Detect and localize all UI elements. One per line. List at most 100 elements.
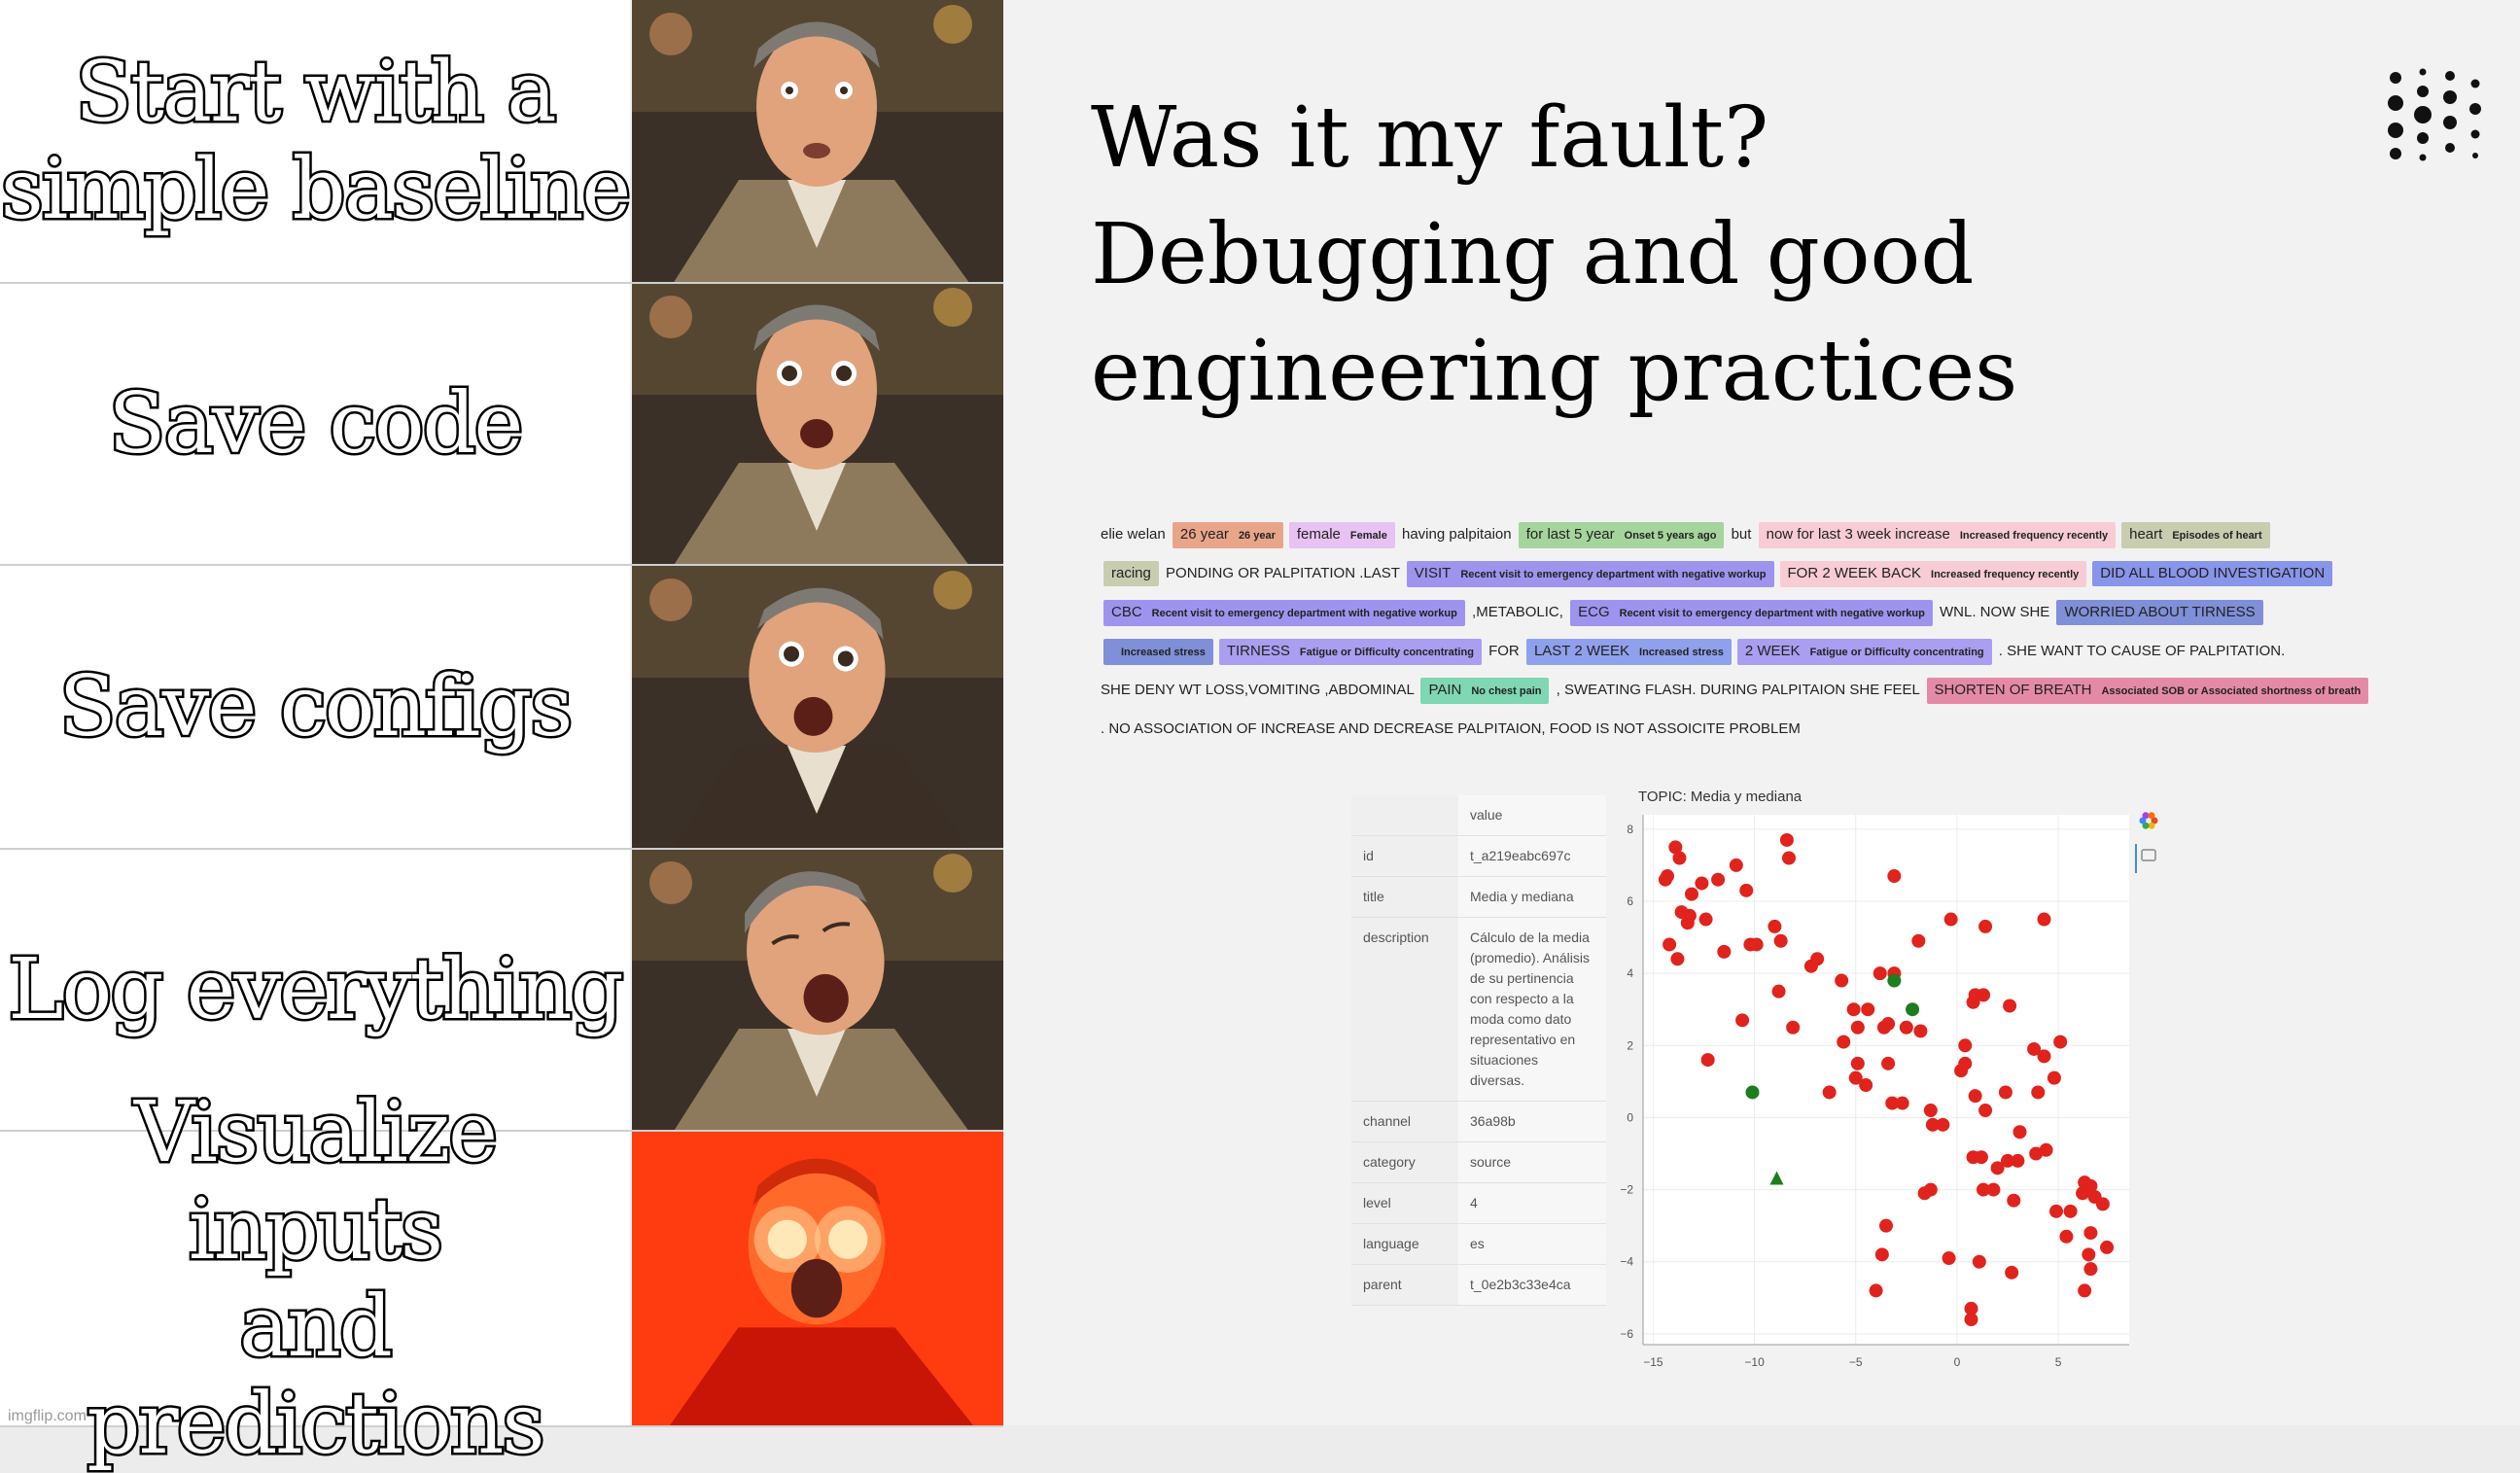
scatter-point [1837, 1035, 1851, 1049]
scatter-point [1998, 1085, 2012, 1100]
table-key: language [1351, 1223, 1458, 1265]
meme-caption: Save code [0, 284, 630, 564]
x-tick-label: −10 [1744, 1355, 1765, 1369]
ner-line: Increased stress TIRNESS Fatigue or Diffic… [1101, 632, 2462, 671]
ner-entity-text: TIRNESS [1226, 643, 1290, 659]
ner-text: SHE DENY WT LOSS,VOMITING ,ABDOMINAL [1101, 682, 1418, 698]
x-tick-label: 0 [1954, 1355, 1961, 1369]
ner-entity: FOR 2 WEEK BACK Increased frequency recen… [1779, 561, 2087, 587]
y-tick-label: 8 [1627, 823, 1633, 836]
x-tick-label: −15 [1643, 1355, 1663, 1369]
scatter-point [1874, 1247, 1889, 1262]
scatter-point [1917, 1186, 1932, 1201]
table-value: 36a98b [1458, 1101, 1606, 1142]
scatter-point [2003, 999, 2017, 1013]
ner-entity: 2 WEEK Fatigue or Difficulty concentratin… [1736, 639, 1992, 665]
scatter-point [1835, 973, 1849, 988]
ner-entity-text: LAST 2 WEEK [1533, 643, 1630, 659]
ner-text: . NO ASSOCIATION OF INCREASE AND DECREAS… [1101, 720, 1801, 737]
scatter-point [2078, 1283, 2092, 1298]
scatter-point [1881, 1017, 1896, 1032]
scatter-point [2095, 1197, 2110, 1211]
ner-entity-label: Episodes of heart [2172, 530, 2262, 542]
slide-title: Was it my fault? Debugging and good engi… [1091, 80, 2258, 430]
table-value: Cálculo de la media (promedio). Análisis… [1458, 917, 1606, 1102]
ner-entity-label: Onset 5 years ago [1624, 530, 1717, 542]
meme-caption-text: Log everything [6, 939, 626, 1041]
ner-entity: now for last 3 week increase Increased fr… [1758, 522, 2117, 548]
meme-caption: Start with a simple baseline [0, 0, 634, 282]
scatter-point [1658, 872, 1672, 887]
scatter-point [1972, 1254, 1986, 1269]
table-key: parent [1351, 1264, 1458, 1306]
meme-panel: Start with a simple baseline Save code S… [0, 0, 1003, 1473]
scatter-point [1936, 1117, 1950, 1132]
scatter-point [1695, 876, 1709, 891]
scatter-point [1782, 851, 1796, 865]
ner-entity: 26 year 26 year [1172, 522, 1283, 548]
ner-text: FOR [1484, 643, 1523, 659]
scatter-point [1881, 1056, 1896, 1070]
ner-entity-label: 26 year [1238, 530, 1276, 542]
comment-icon[interactable] [2141, 849, 2156, 861]
scatter-point [1978, 1104, 1993, 1118]
table-key: description [1351, 917, 1458, 1102]
scatter-point [1964, 1301, 1978, 1315]
ner-entity: ECG Recent visit to emergency department … [1570, 600, 1933, 626]
meme-row: Visualize inputs and predictions [0, 1082, 1003, 1473]
scatter-point [1958, 1056, 1973, 1070]
scatter-point [2039, 1142, 2053, 1157]
ner-entity-label: Increased frequency recently [1931, 569, 2080, 580]
table-key: channel [1351, 1101, 1458, 1142]
ner-line: CBC Recent visit to emergency department … [1101, 593, 2462, 632]
scatter-point [1974, 1150, 1988, 1165]
table-row: language es [1351, 1223, 1606, 1265]
x-tick-label: 5 [2055, 1355, 2062, 1369]
scatter-point [1885, 1096, 1900, 1110]
color-wheel-icon[interactable] [2139, 812, 2158, 829]
reaction-face-surprised [632, 284, 1003, 564]
ner-entity: VISIT Recent visit to emergency departmen… [1406, 561, 1774, 587]
reaction-face-ecstatic [632, 850, 1003, 1130]
meme-row: Save code [0, 284, 1003, 566]
meme-caption-text: Visualize inputs and predictions [85, 1082, 547, 1473]
scatter-point [2001, 1153, 2014, 1168]
scatter-point [1861, 1002, 1875, 1017]
meme-row: Start with a simple baseline [0, 0, 1003, 284]
ner-entity-label: Female [1349, 530, 1387, 542]
ner-entity: Increased stress [1103, 639, 1213, 665]
scatter-point [1682, 908, 1697, 923]
scatter-point [1879, 1218, 1893, 1233]
scatter-point [1923, 1104, 1938, 1118]
scatter-point [2012, 1125, 2027, 1140]
scatter-point [2037, 912, 2051, 927]
table-value: Media y mediana [1458, 876, 1606, 918]
ner-entity-text: FOR 2 WEEK BACK [1787, 565, 1922, 581]
scatter-point [2053, 1035, 2068, 1049]
ner-entity-text: CBC [1111, 604, 1142, 620]
scatter-point [1986, 1182, 2001, 1197]
meme-row: Log everything [0, 850, 1003, 1132]
scatter-point [2007, 1193, 2021, 1208]
table-row: level 4 [1351, 1182, 1606, 1224]
ner-entity-label: Increased stress [1639, 647, 1724, 658]
scatter-point [1872, 966, 1887, 981]
scatter-point [2100, 1240, 2115, 1254]
meme-caption-text: Save configs [56, 656, 576, 758]
scatter-point [1739, 883, 1754, 897]
ner-entity: CBC Recent visit to emergency department … [1103, 600, 1465, 626]
ner-entity: SHORTEN OF BREATH Associated SOB or Assoc… [1926, 678, 2369, 704]
table-row: id t_a219eabc697c [1351, 835, 1606, 877]
scatter-point [1769, 1171, 1784, 1185]
scatter-point [1670, 952, 1685, 966]
scatter-point [1786, 1020, 1801, 1035]
ner-entity-text: for last 5 year [1525, 526, 1615, 543]
ner-entity: TIRNESS Fatigue or Difficulty concentrati… [1218, 639, 1482, 665]
scatter-point [1968, 1089, 1982, 1104]
scatter-point [1958, 1038, 1973, 1053]
ner-entity-text: ECG [1578, 604, 1610, 620]
scatter-point [1990, 1161, 2005, 1175]
table-value: source [1458, 1141, 1606, 1183]
scatter-chart: TOPIC: Media y mediana −15 −10 −5 0 5 −6 −4 −2 0 2… [1620, 789, 2158, 1369]
scatter-point [2049, 1204, 2063, 1218]
